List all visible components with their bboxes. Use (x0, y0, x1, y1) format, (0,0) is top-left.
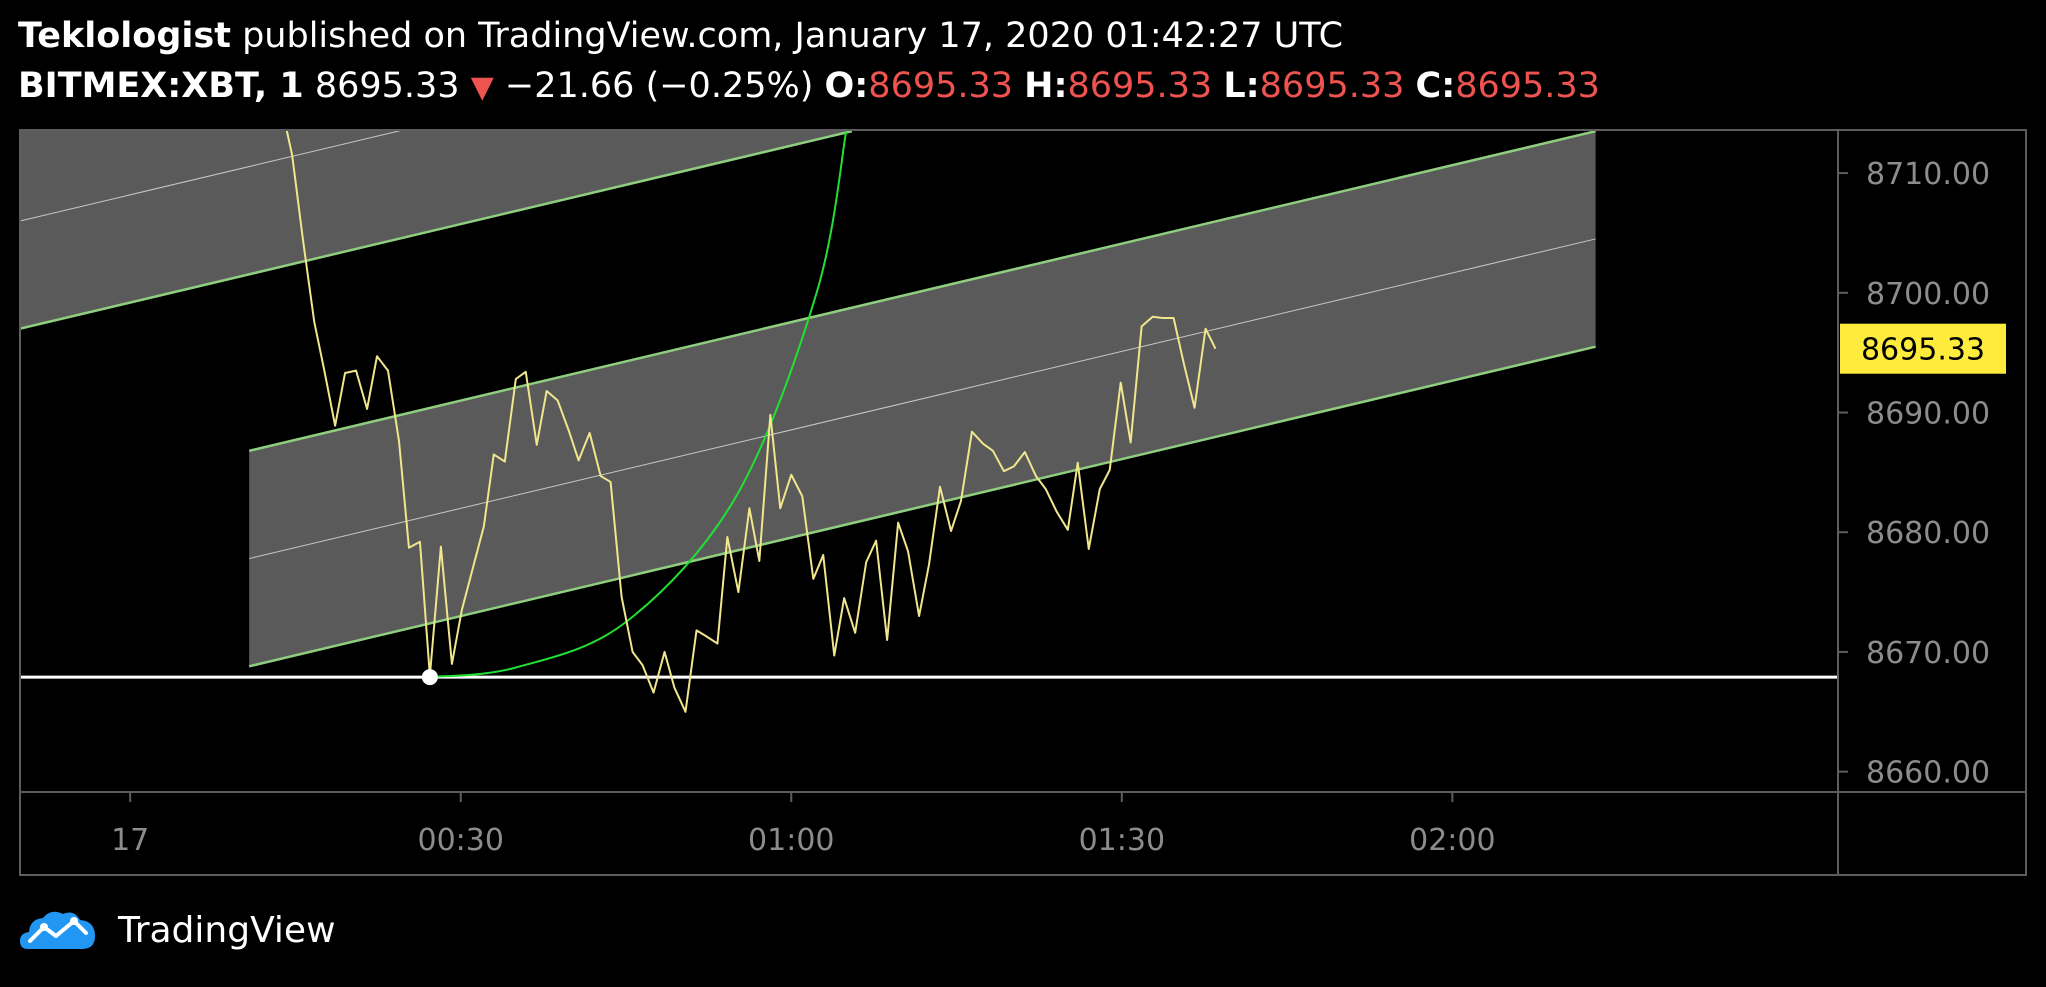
y-tick-label: 8700.00 (1866, 277, 1990, 312)
close-label: C: (1415, 66, 1456, 106)
footer: TradingView (18, 905, 336, 955)
symbol-label[interactable]: BITMEX:XBT, 1 (18, 66, 304, 106)
anchor-point-layer (421, 669, 438, 686)
channel-upper-edge-1 (20, 0, 852, 113)
x-tick-label: 17 (111, 823, 149, 858)
channel-lower-edge-0 (248, 345, 1596, 668)
price-change: −21.66 (−0.25%) (504, 66, 814, 106)
publish-line: Teklologist published on TradingView.com… (18, 14, 1343, 58)
price-series-layer (285, 130, 1217, 713)
y-tick-label: 8690.00 (1866, 397, 1990, 432)
channel-lower-edge-1 (20, 130, 853, 330)
down-triangle-icon: ▼ (470, 70, 494, 105)
low-label: L: (1223, 66, 1260, 106)
symbol-line: BITMEX:XBT, 1 8695.33 ▼ −21.66 (−0.25%) … (18, 64, 1600, 110)
low-value: 8695.33 (1259, 66, 1405, 106)
channel-median-1 (20, 130, 406, 222)
channel-upper-edge-0 (248, 130, 1596, 453)
y-tick-label: 8670.00 (1866, 636, 1990, 671)
parallel-channels (20, 0, 1596, 668)
published-text: published on TradingView.com, January 17… (242, 16, 1344, 56)
x-tick-label: 01:30 (1079, 823, 1165, 858)
tradingview-cloud-icon[interactable] (18, 905, 98, 955)
tradingview-brand[interactable]: TradingView (118, 909, 336, 951)
chart-frame (19, 129, 2027, 876)
last-price: 8695.33 (314, 66, 460, 106)
x-tick-label: 01:00 (748, 823, 834, 858)
y-tick-label: 8660.00 (1866, 756, 1990, 791)
author-name[interactable]: Teklologist (18, 16, 231, 56)
high-value: 8695.33 (1067, 66, 1213, 106)
y-tick-label: 8710.00 (1866, 157, 1990, 192)
price-line-series-0 (285, 130, 1217, 713)
open-value: 8695.33 (868, 66, 1014, 106)
x-tick-label: 00:30 (417, 823, 503, 858)
channel-fill-1 (20, 130, 852, 329)
curve-arc (429, 130, 848, 679)
high-label: H: (1024, 66, 1068, 106)
time-axis[interactable]: 17 00:30 01:00 01:30 02:00 (111, 792, 1496, 858)
anchor-point (421, 669, 438, 686)
current-price-tag-label: 8695.33 (1861, 333, 1985, 368)
y-tick-label: 8680.00 (1866, 516, 1990, 551)
arc-layer (429, 130, 848, 679)
current-price-tag-bg (1840, 323, 2006, 374)
x-tick-label: 02:00 (1409, 823, 1495, 858)
current-price-tag: 8695.33 (1840, 323, 2006, 374)
outer-frame (19, 129, 2027, 876)
price-axis[interactable]: 8660.00 8670.00 8680.00 8690.00 8700.00 8710.… (1838, 157, 1990, 791)
open-label: O: (824, 66, 869, 106)
close-value: 8695.33 (1455, 66, 1600, 106)
channel-median-0 (249, 238, 1596, 560)
